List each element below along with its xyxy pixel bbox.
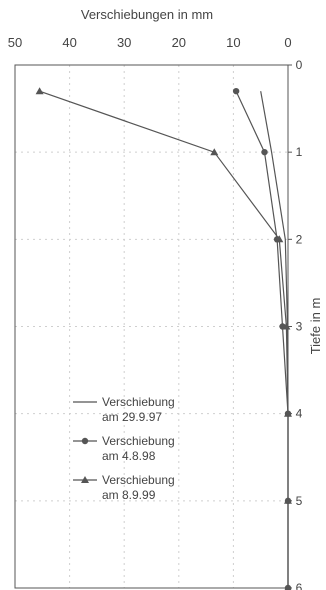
x-tick-label-40: 40: [62, 35, 76, 50]
series-2-point-2: [261, 148, 268, 156]
x-axis-title: Verschiebungen in mm: [81, 7, 213, 22]
legend-entry-1: Verschiebung am 29.9.97: [73, 395, 175, 424]
grid: [15, 65, 288, 588]
x-tick-label-10: 10: [226, 35, 240, 50]
y-tick-label-2: 2: [296, 232, 303, 246]
series-2-line: [235, 90, 289, 588]
series-3: [35, 87, 292, 590]
x-tick-label-0: 0: [284, 35, 291, 50]
series-3-point-4: [282, 322, 291, 330]
series-3-point-1: [35, 87, 44, 95]
y-tick-label-3: 3: [296, 320, 303, 334]
x-tick-label-50: 50: [8, 35, 22, 50]
legend-label-2-line2: am 4.8.98: [102, 449, 156, 463]
series-3-line: [39, 90, 289, 588]
y-axis-title: Tiefe in m: [308, 298, 323, 355]
series-2: [232, 87, 292, 590]
legend-label-2-line1: Verschiebung: [102, 434, 175, 448]
x-tick-label-20: 20: [172, 35, 186, 50]
y-tick-label-4: 4: [296, 407, 303, 421]
legend-label-3-line2: am 8.9.99: [102, 488, 156, 502]
plot-frame: [14, 64, 289, 589]
legend-entry-3: Verschiebung am 8.9.99: [73, 473, 175, 502]
y-tick-label-1: 1: [296, 145, 303, 159]
legend-label-1-line1: Verschiebung: [102, 395, 175, 409]
legend: Verschiebung am 29.9.97 Verschiebung am …: [73, 395, 175, 502]
series-3-point-3: [275, 235, 284, 243]
series-group: [35, 87, 292, 590]
legend-label-3-line1: Verschiebung: [102, 473, 175, 487]
series-3-point-5: [284, 409, 292, 417]
legend-marker-3: [81, 476, 89, 483]
y-tick-label-5: 5: [296, 494, 303, 508]
y-tick-label-6: 6: [296, 581, 303, 590]
y-tick-label-0: 0: [296, 58, 303, 72]
series-3-point-2: [210, 148, 219, 156]
y-tick-labels: 0 1 2 3 4 5 6: [288, 58, 303, 590]
x-tick-label-30: 30: [117, 35, 131, 50]
legend-label-1-line2: am 29.9.97: [102, 410, 162, 424]
legend-marker-2: [81, 437, 89, 445]
series-3-point-6: [284, 496, 292, 504]
x-tick-labels: 50 40 30 20 10 0: [8, 35, 292, 50]
series-2-point-1: [232, 87, 240, 95]
series-3-point-7: [284, 584, 292, 590]
legend-entry-2: Verschiebung am 4.8.98: [73, 434, 175, 463]
